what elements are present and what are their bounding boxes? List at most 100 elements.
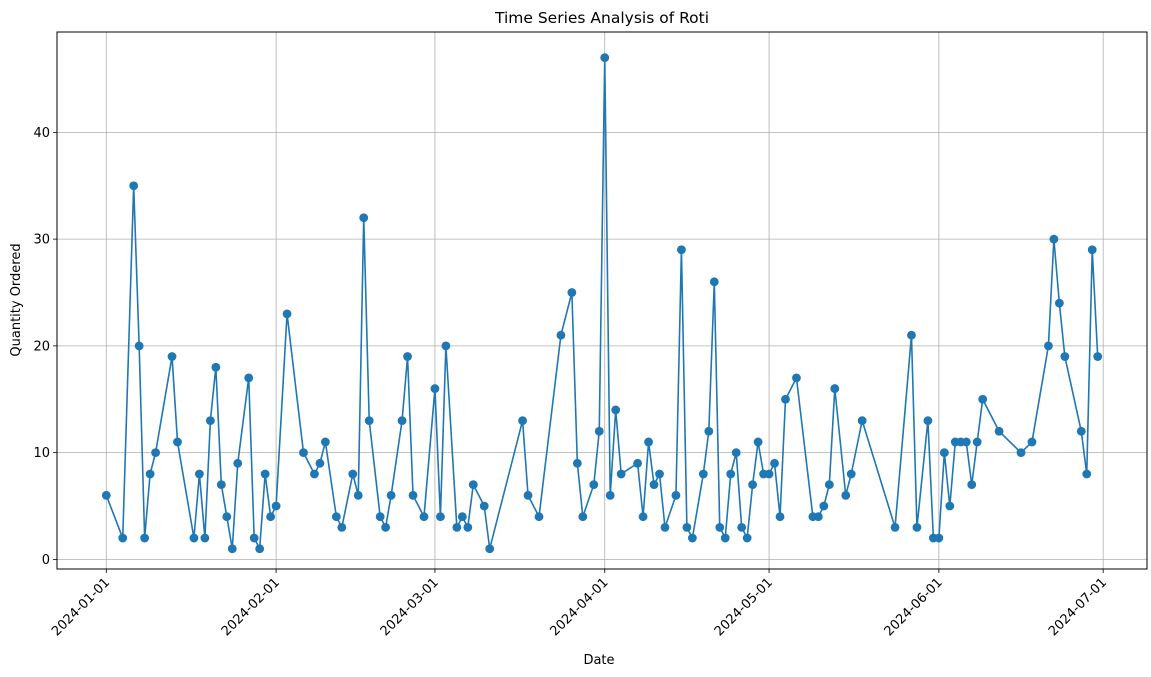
data-point (945, 501, 955, 511)
data-point (364, 416, 374, 426)
data-point (244, 373, 254, 383)
data-point (594, 426, 604, 436)
y-axis-label: Quantity Ordered (9, 243, 24, 356)
data-point (1060, 352, 1070, 361)
x-axis-label: Date (583, 653, 614, 668)
data-point (140, 533, 150, 543)
data-point (1093, 352, 1103, 361)
data-point (720, 533, 730, 543)
data-point (227, 544, 237, 554)
data-point (375, 512, 385, 522)
data-point (436, 512, 445, 522)
data-point (205, 416, 215, 426)
data-point (145, 469, 155, 479)
data-point (972, 437, 982, 447)
data-point (457, 512, 467, 522)
data-point (1082, 469, 1092, 479)
data-point (200, 533, 210, 543)
data-point (534, 512, 544, 522)
data-point (731, 448, 741, 458)
data-point (567, 288, 577, 297)
data-point (830, 384, 840, 393)
data-point (556, 330, 566, 340)
data-point (1087, 245, 1097, 255)
data-point (1076, 426, 1086, 436)
data-point (907, 330, 916, 340)
data-point (961, 437, 971, 447)
data-point (134, 341, 144, 351)
data-point (715, 522, 725, 532)
y-tick-label: 20 (33, 339, 50, 354)
data-point (485, 544, 495, 554)
data-point (1044, 341, 1053, 351)
data-point (671, 490, 681, 500)
data-point (216, 480, 226, 490)
data-point (118, 533, 128, 543)
data-point (381, 522, 391, 532)
series-group (101, 53, 1103, 554)
data-point (677, 245, 686, 255)
y-tick-label: 0 (42, 553, 50, 568)
data-point (687, 533, 697, 543)
data-point (824, 480, 834, 490)
data-point (737, 522, 747, 532)
data-point (1027, 437, 1037, 447)
data-point (386, 490, 396, 500)
data-point (994, 426, 1004, 436)
data-point (649, 480, 659, 490)
data-point (890, 522, 900, 532)
data-point (222, 512, 232, 522)
data-point (249, 533, 259, 543)
data-point (167, 352, 177, 361)
data-point (698, 469, 708, 479)
data-point (255, 544, 265, 554)
data-point (1054, 298, 1064, 308)
data-point (310, 469, 319, 479)
data-point (709, 277, 719, 287)
data-point (260, 469, 270, 479)
data-point (479, 501, 489, 511)
data-point (605, 490, 615, 500)
data-point (611, 405, 621, 415)
data-point (638, 512, 648, 522)
data-point (813, 512, 823, 522)
data-point (173, 437, 182, 447)
data-point (233, 458, 243, 468)
data-point (781, 394, 790, 404)
data-point (408, 490, 418, 500)
data-point (939, 448, 949, 458)
y-tick-label: 40 (33, 126, 50, 141)
data-point (299, 448, 308, 458)
data-point (748, 480, 758, 490)
data-point (189, 533, 199, 543)
data-point (1016, 448, 1026, 458)
data-point (452, 522, 462, 532)
series-line (105, 56, 1099, 550)
data-point (1049, 234, 1059, 244)
y-tick-label: 30 (33, 233, 50, 248)
data-point (923, 416, 933, 426)
data-point (282, 309, 292, 319)
data-point (764, 469, 774, 479)
data-point (101, 490, 111, 500)
data-point (403, 352, 412, 361)
data-point (463, 522, 473, 532)
data-point (211, 362, 221, 372)
data-point (441, 341, 451, 351)
data-point (655, 469, 664, 479)
data-point (934, 533, 944, 543)
data-point (857, 416, 867, 426)
data-point (578, 512, 588, 522)
data-point (775, 512, 785, 522)
data-point (151, 448, 160, 458)
data-point (523, 490, 533, 500)
data-point (682, 522, 692, 532)
data-point (266, 512, 276, 522)
data-point (348, 469, 358, 479)
data-point (315, 458, 325, 468)
data-point (353, 490, 363, 500)
data-point (600, 53, 610, 63)
data-point (704, 426, 714, 436)
data-point (359, 213, 369, 223)
